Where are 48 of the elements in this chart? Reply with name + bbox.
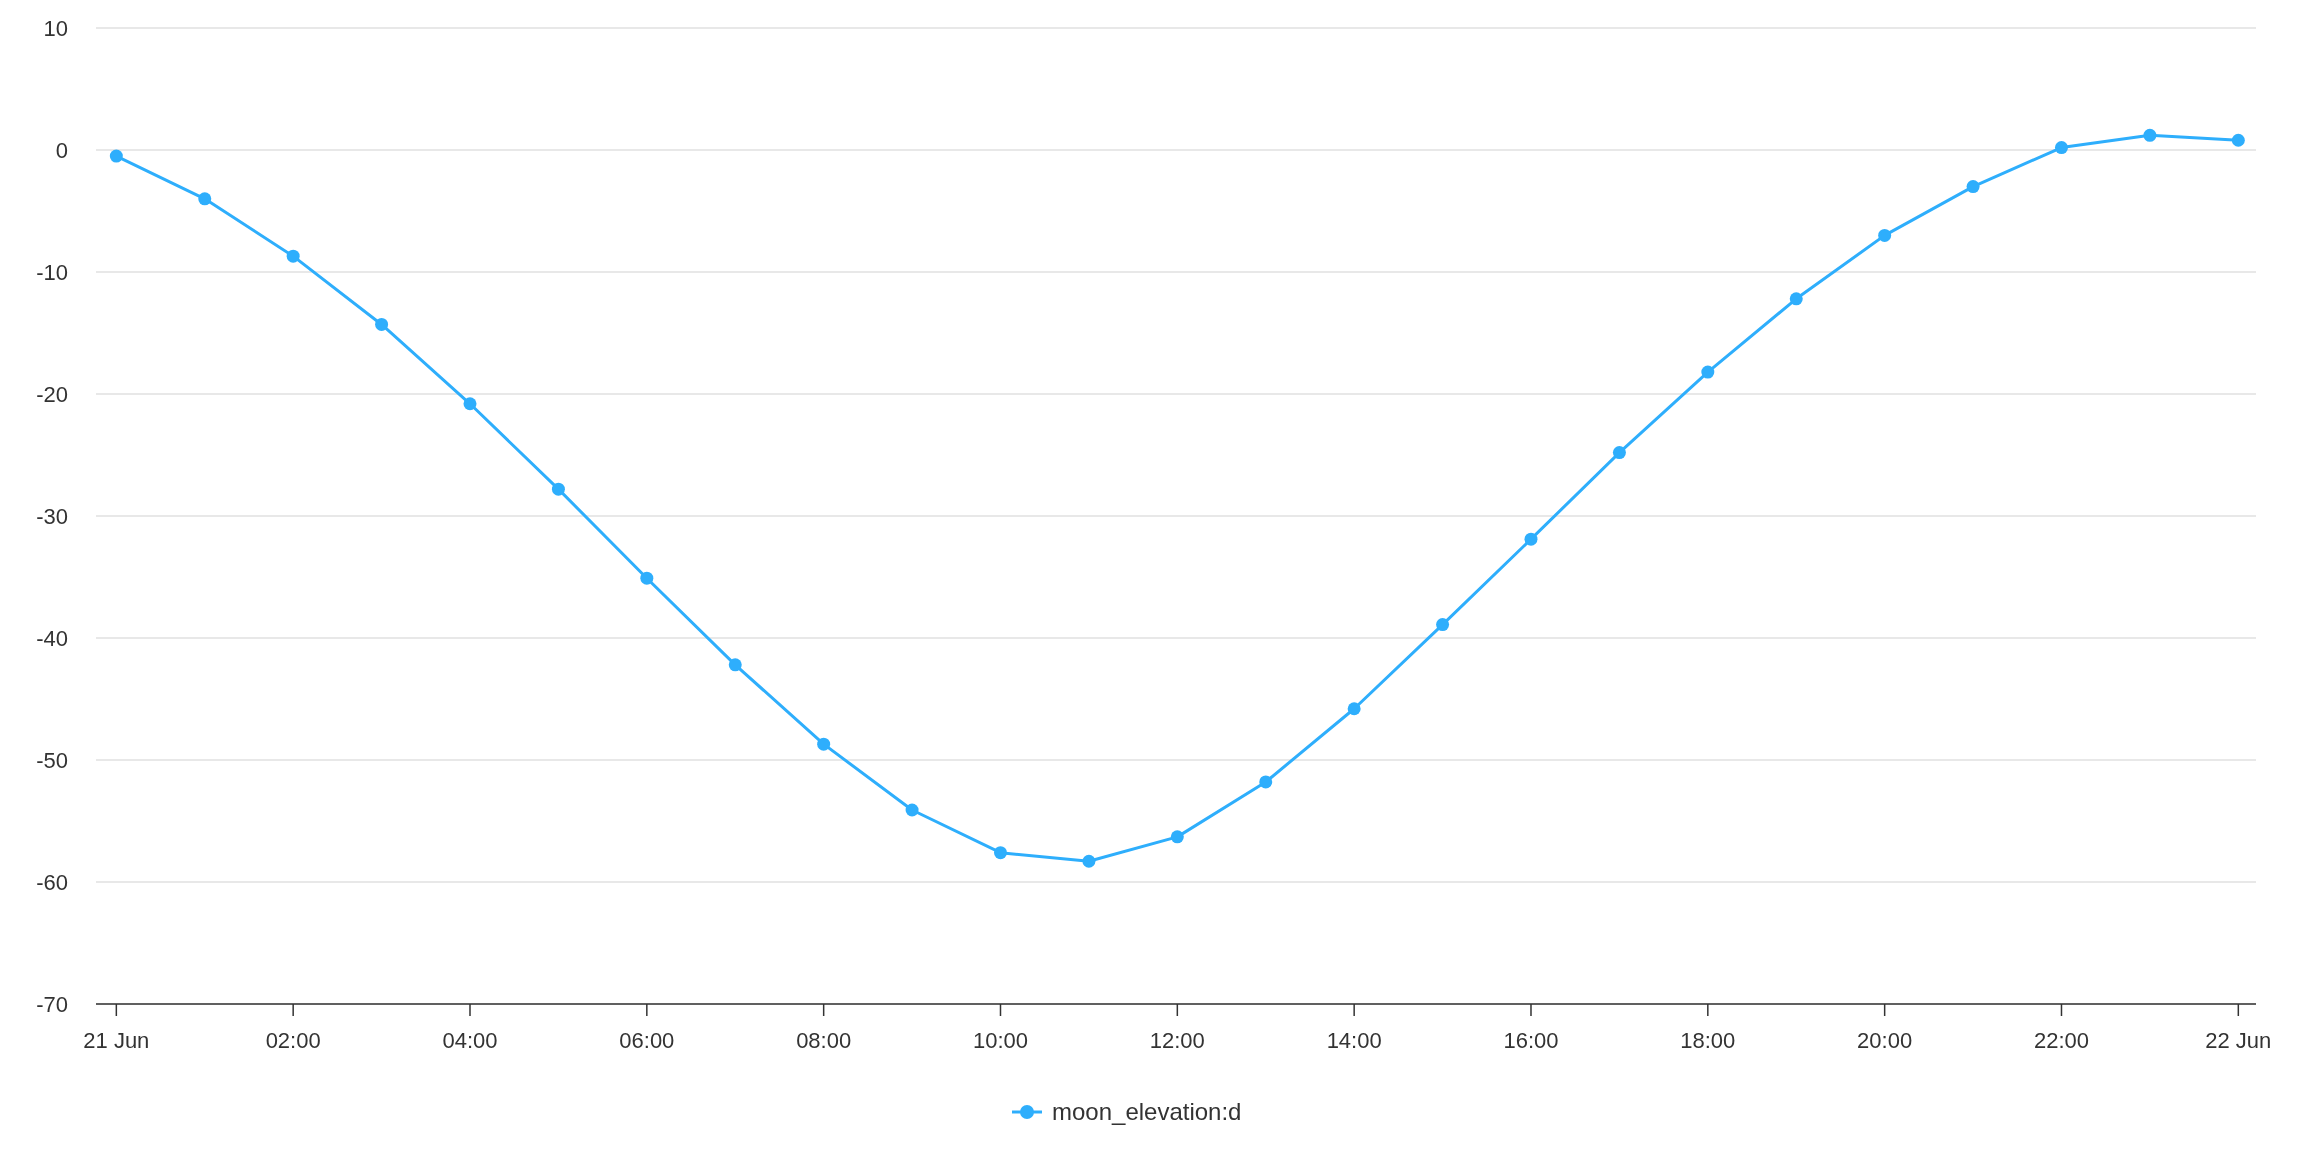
point bbox=[1789, 292, 1803, 306]
y-tick-label: -10 bbox=[36, 259, 68, 285]
point bbox=[1259, 775, 1273, 789]
point bbox=[463, 397, 477, 411]
point bbox=[1170, 830, 1184, 844]
x-tick-label: 18:00 bbox=[1680, 1028, 1736, 1053]
point bbox=[375, 317, 389, 331]
y-tick-label: -50 bbox=[36, 747, 68, 773]
y-tick-label: 0 bbox=[55, 137, 68, 163]
point bbox=[1524, 532, 1538, 546]
x-tick-label: 02:00 bbox=[265, 1028, 321, 1053]
y-tick-label: -20 bbox=[36, 381, 68, 407]
point bbox=[109, 149, 123, 163]
x-tick-label: 21 Jun bbox=[83, 1028, 150, 1053]
x-tick-label: 08:00 bbox=[796, 1028, 852, 1053]
point bbox=[1347, 702, 1361, 716]
point bbox=[1082, 854, 1096, 868]
x-tick-label: 10:00 bbox=[972, 1028, 1029, 1053]
point bbox=[1966, 180, 1980, 194]
x-tick-label: 06:00 bbox=[619, 1028, 675, 1053]
x-tick-label: 14:00 bbox=[1326, 1028, 1382, 1053]
point bbox=[551, 482, 565, 496]
point bbox=[1701, 365, 1715, 379]
x-tick-label: 22 Jun bbox=[2205, 1028, 2272, 1053]
point bbox=[728, 658, 742, 672]
y-tick-label: -40 bbox=[36, 625, 68, 651]
point bbox=[1436, 618, 1450, 632]
point bbox=[1878, 228, 1892, 242]
point bbox=[1612, 446, 1626, 460]
x-tick-label: 04:00 bbox=[442, 1028, 498, 1053]
point bbox=[286, 249, 300, 263]
point bbox=[198, 192, 212, 206]
x-tick-label: 16:00 bbox=[1503, 1028, 1559, 1053]
y-tick-label: -70 bbox=[36, 991, 68, 1017]
x-tick-label: 22:00 bbox=[2033, 1028, 2090, 1053]
x-tick-label: 12:00 bbox=[1149, 1028, 1205, 1053]
y-tick-label: -60 bbox=[36, 869, 68, 895]
point bbox=[905, 803, 919, 817]
y-tick-label: -30 bbox=[36, 503, 68, 529]
point bbox=[2231, 133, 2245, 147]
point bbox=[640, 571, 654, 585]
legend-label: moon_elevation:d bbox=[1052, 1098, 1242, 1126]
point bbox=[993, 846, 1007, 860]
point bbox=[2054, 141, 2068, 155]
x-tick-label: 20:00 bbox=[1857, 1028, 1913, 1053]
y-tick-label: 10 bbox=[43, 15, 68, 41]
point bbox=[817, 737, 831, 751]
point bbox=[2143, 128, 2157, 142]
